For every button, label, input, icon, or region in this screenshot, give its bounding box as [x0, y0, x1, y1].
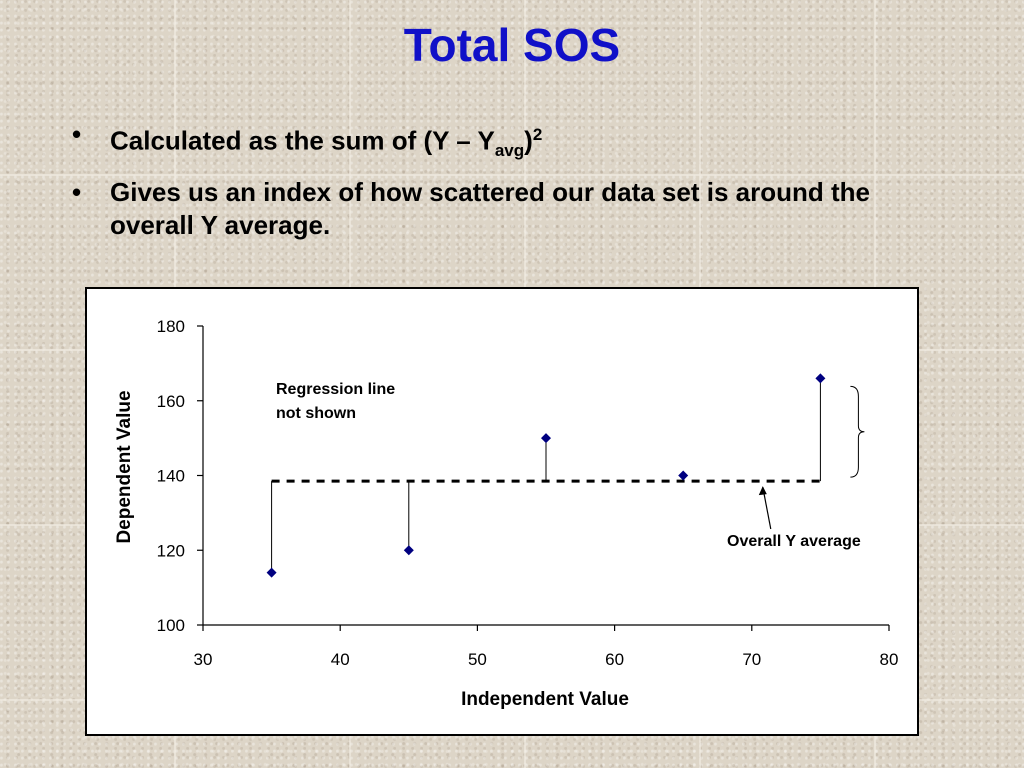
- y-tick-label: 100: [157, 616, 185, 635]
- bullet-2-text: Gives us an index of how scattered our d…: [110, 176, 870, 240]
- x-tick-label: 50: [468, 650, 487, 669]
- bullet-icon: •: [72, 176, 82, 207]
- scatter-chart: 100 120 140 160 180 30 40 50 60 70 80 Regression l…: [114, 317, 899, 710]
- data-point-marker: [266, 567, 277, 578]
- x-tick-label: 60: [605, 650, 624, 669]
- data-point-marker: [678, 470, 689, 481]
- bullet-1-close: ): [524, 125, 533, 156]
- slide-title: Total SOS: [403, 19, 621, 71]
- bullet-icon: •: [72, 119, 82, 149]
- data-point-marker: [815, 373, 826, 384]
- bullet-1-subscript: avg: [494, 140, 525, 160]
- regression-note-line-2: not shown: [276, 405, 356, 422]
- data-points: [266, 373, 826, 578]
- average-label: Overall Y average: [727, 533, 861, 550]
- y-axis-label: Dependent Value: [114, 390, 135, 543]
- x-tick-label: 40: [331, 650, 350, 669]
- bullet-1-superscript: 2: [532, 125, 543, 144]
- x-axis-label: Independent Value: [461, 689, 629, 710]
- x-tick-label: 70: [742, 650, 761, 669]
- bullet-list: • Calculated as the sum of (Y – Yavg)2 •…: [70, 118, 890, 251]
- x-tick-label: 30: [194, 650, 213, 669]
- y-tick-label: 140: [157, 467, 185, 486]
- deviation-bracket: [850, 385, 865, 478]
- axes: [197, 325, 890, 631]
- y-tick-label: 120: [157, 541, 185, 560]
- data-point-marker: [403, 545, 414, 556]
- bullet-item-2: • Gives us an index of how scattered our…: [70, 176, 890, 242]
- data-point-marker: [541, 433, 551, 444]
- y-tick-label: 180: [157, 317, 185, 336]
- regression-note-line-1: Regression line: [276, 381, 395, 398]
- average-pointer-arrowhead: [758, 486, 767, 496]
- x-tick-label: 80: [880, 650, 899, 669]
- tick-labels: 100 120 140 160 180 30 40 50 60 70 80: [157, 317, 899, 669]
- bullet-item-1: • Calculated as the sum of (Y – Yavg)2: [70, 118, 890, 167]
- annotations: Regression line not shown Overall Y aver…: [114, 381, 865, 710]
- chart-panel: 100 120 140 160 180 30 40 50 60 70 80 Regression l…: [85, 287, 919, 736]
- y-tick-label: 160: [157, 392, 185, 411]
- bullet-1-text: Calculated as the sum of (Y – Y: [110, 125, 495, 156]
